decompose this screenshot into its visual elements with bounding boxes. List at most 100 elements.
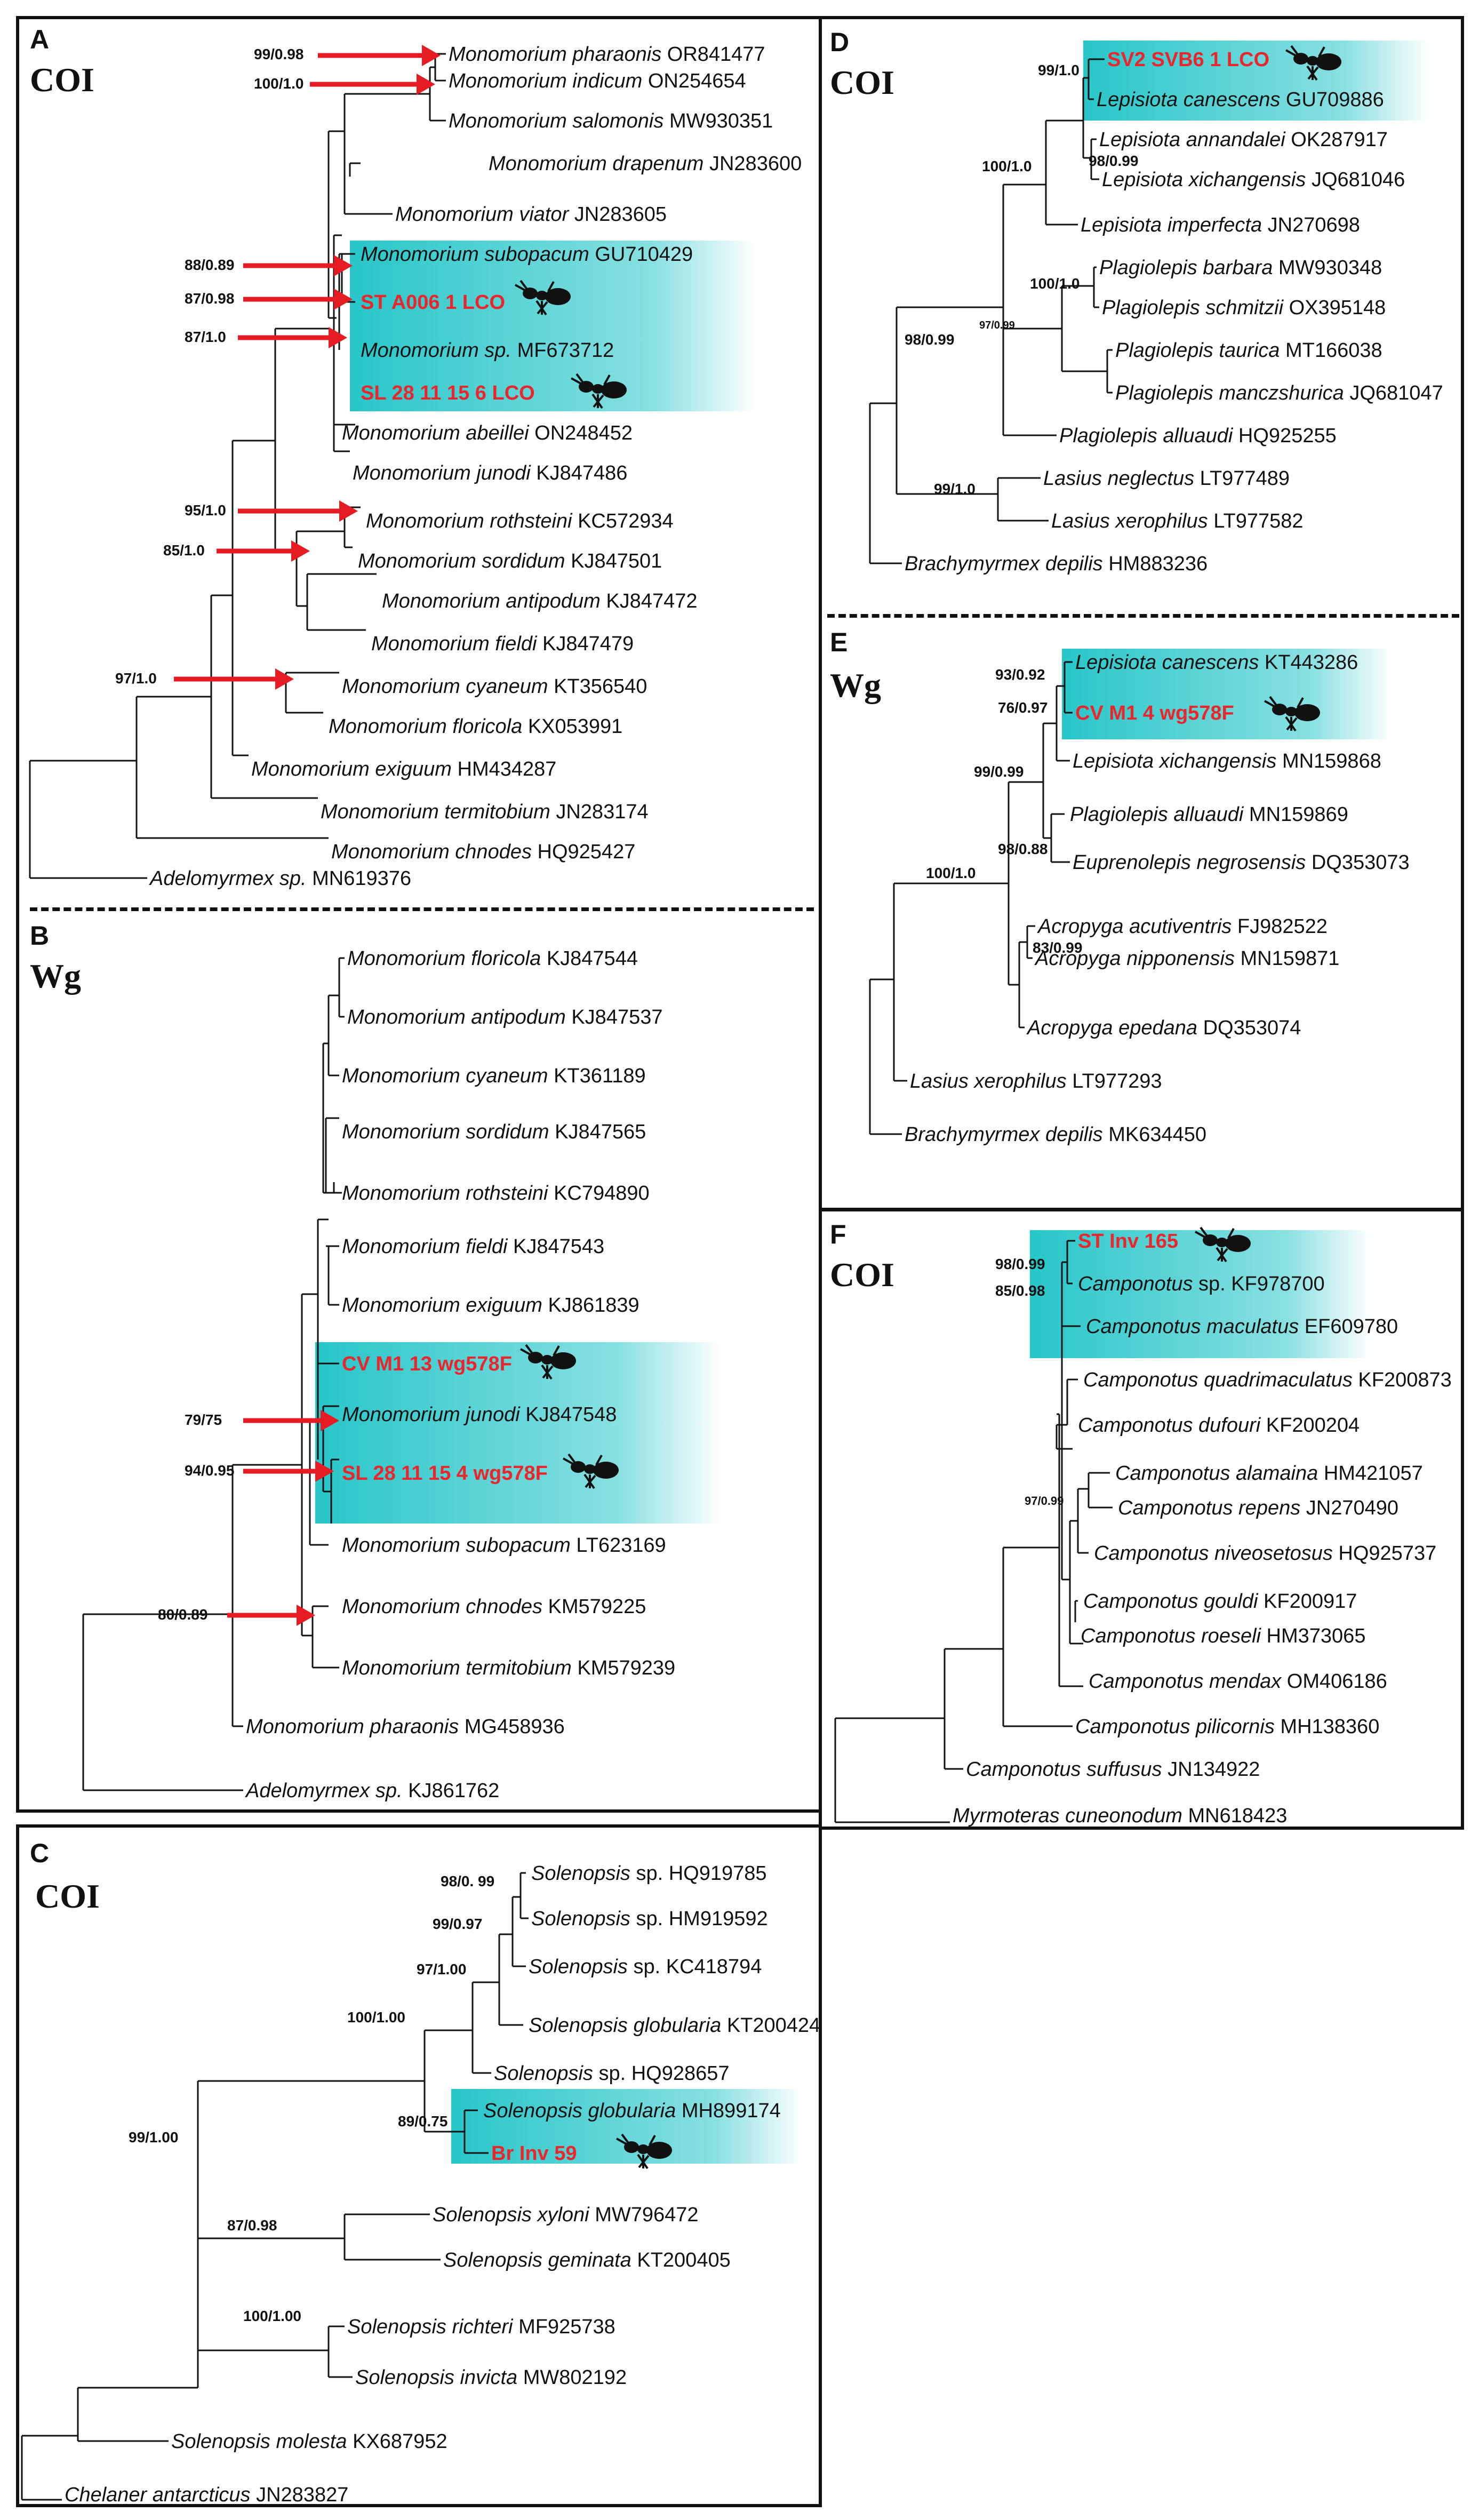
leaf-b-11: Monomorium subopacum LT623169 (342, 1534, 666, 1557)
panel-a-gene: COI (30, 61, 94, 99)
leaf-d-2: Lepisiota canescens GU709886 (1097, 89, 1384, 111)
panel-f-gene: COI (830, 1256, 894, 1294)
support-c-2: 99/0.97 (433, 1916, 482, 1932)
supports-c: 98/0. 99 99/0.97 97/1.00 100/1.00 89/0.7… (129, 1873, 494, 2324)
highlight-box-d (1083, 41, 1430, 121)
leaf-e-9: Lasius xerophilus LT977293 (910, 1070, 1162, 1092)
panel-d-gene: COI (830, 63, 894, 101)
leaf-c-10: Solenopsis richteri MF925738 (347, 2316, 615, 2338)
support-c-6: 87/0.98 (227, 2217, 277, 2234)
supports-e: 93/0.92 76/0.97 99/0.99 98/0.88 100/1.0 … (926, 666, 1082, 956)
supports-b: 79/75 94/0.95 80/0.89 (158, 1410, 339, 1626)
leaf-a-19: Monomorium termitobium JN283174 (321, 801, 649, 823)
divider-d-e (827, 614, 1459, 618)
leaf-a-8: Monomorium sp. MF673712 (361, 339, 614, 362)
leaf-a-14: Monomorium antipodum KJ847472 (382, 590, 697, 612)
support-a-8: 97/1.0 (115, 670, 157, 687)
leaf-a-10: Monomorium abeillei ON248452 (342, 422, 633, 444)
support-a-6: 95/1.0 (185, 502, 226, 519)
leaf-e-7: Acropyga nipponensis MN159871 (1034, 947, 1339, 970)
leaf-b-12: Monomorium chnodes KM579225 (342, 1596, 646, 1618)
leaf-c-1: Solenopsis sp. HQ919785 (531, 1862, 767, 1885)
support-f-3: 97/0.99 (1025, 1494, 1064, 1508)
branches-e (869, 661, 1073, 1135)
panel-a-b: A COI Monomorium pharaonis OR841477 (16, 16, 822, 1813)
support-e-3: 99/0.99 (974, 763, 1024, 780)
leaf-b-14: Monomorium pharaonis MG458936 (246, 1716, 565, 1738)
leaf-d-13: Brachymyrmex depilis HM883236 (905, 553, 1208, 575)
leaf-b-10-query: SL 28 11 15 4 wg578F (342, 1462, 548, 1485)
leaf-a-1: Monomorium pharaonis OR841477 (449, 43, 765, 66)
leaf-d-12: Lasius xerophilus LT977582 (1051, 510, 1304, 532)
leaf-e-5: Euprenolepis negrosensis DQ353073 (1073, 851, 1410, 874)
branches-f (834, 1240, 1113, 1823)
leaf-f-6: Camponotus alamaina HM421057 (1115, 1462, 1423, 1485)
leaf-labels-d: SV2 SVB6 1 LCO Lepisiota canescens GU709… (905, 49, 1443, 575)
support-a-7: 85/1.0 (163, 542, 205, 559)
leaf-b-5: Monomorium rothsteini KC794890 (342, 1182, 650, 1205)
leaf-a-2: Monomorium indicum ON254654 (449, 70, 746, 92)
leaf-d-5: Lepisiota imperfecta JN270698 (1081, 214, 1360, 236)
leaf-d-11: Lasius neglectus LT977489 (1043, 467, 1290, 490)
leaf-b-1: Monomorium floricola KJ847544 (347, 947, 638, 970)
leaf-e-2-query: CV M1 4 wg578F (1075, 702, 1234, 724)
leaf-b-7: Monomorium exiguum KJ861839 (342, 1294, 639, 1317)
leaf-labels-c: Solenopsis sp. HQ919785 Solenopsis sp. H… (65, 1862, 820, 2506)
leaf-e-8: Acropyga epedana DQ353074 (1026, 1017, 1301, 1039)
support-c-1: 98/0. 99 (441, 1873, 494, 1889)
panel-e-label: E (830, 627, 848, 657)
support-e-4: 98/0.88 (998, 841, 1048, 857)
leaf-f-12: Camponotus pilicornis MH138360 (1075, 1716, 1379, 1738)
highlight-box-e (1062, 649, 1393, 739)
leaf-d-9: Plagiolepis manczshurica JQ681047 (1115, 382, 1443, 404)
panel-d-label: D (830, 27, 849, 57)
leaf-c-2: Solenopsis sp. HM919592 (531, 1908, 768, 1930)
panel-f: F COI ST Inv 165 Camponotus sp. KF978700… (819, 1208, 1464, 1830)
support-d-2: 100/1.0 (982, 158, 1032, 174)
support-a-2: 100/1.0 (254, 75, 303, 92)
support-c-5: 89/0.75 (398, 2113, 447, 2130)
support-d-3: 98/0.99 (1089, 153, 1138, 169)
support-c-4: 100/1.00 (347, 2009, 405, 2025)
leaf-a-18: Monomorium exiguum HM434287 (251, 758, 556, 780)
panel-e-gene: Wg (830, 666, 881, 704)
leaf-c-11: Solenopsis invicta MW802192 (355, 2366, 627, 2389)
support-a-1: 99/0.98 (254, 46, 303, 62)
leaf-labels-a: Monomorium pharaonis OR841477 Monomorium… (149, 43, 802, 890)
leaf-d-10: Plagiolepis alluaudi HQ925255 (1059, 425, 1337, 447)
highlight-box-a (350, 241, 755, 411)
tree-d-e: D COI SV2 SVB6 1 LCO Lepisiota canescens… (830, 27, 1443, 1146)
leaf-f-3: Camponotus maculatus EF609780 (1086, 1315, 1398, 1338)
panel-d-e: D COI SV2 SVB6 1 LCO Lepisiota canescens… (819, 16, 1464, 1211)
support-f-2: 85/0.98 (995, 1282, 1045, 1299)
support-b-1: 79/75 (185, 1411, 222, 1428)
leaf-b-15: Adelomyrmex sp. KJ861762 (245, 1780, 499, 1802)
leaf-b-6: Monomorium fieldi KJ847543 (342, 1235, 604, 1258)
leaf-a-13: Monomorium sordidum KJ847501 (358, 550, 662, 572)
leaf-f-5: Camponotus dufouri KF200204 (1078, 1414, 1360, 1437)
leaf-b-4: Monomorium sordidum KJ847565 (342, 1121, 646, 1143)
support-d-1: 99/1.0 (1038, 62, 1080, 78)
leaf-c-12: Solenopsis molesta KX687952 (171, 2430, 447, 2453)
supports-f: 98/0.99 85/0.98 97/0.99 (995, 1256, 1064, 1508)
leaf-f-8: Camponotus niveosetosus HQ925737 (1094, 1542, 1436, 1565)
leaf-d-1-query: SV2 SVB6 1 LCO (1107, 49, 1269, 71)
leaf-labels-b: Monomorium floricola KJ847544 Monomorium… (245, 947, 675, 1802)
leaf-f-2: Camponotus sp. KF978700 (1078, 1273, 1325, 1295)
leaf-c-9: Solenopsis geminata KT200405 (443, 2249, 731, 2271)
leaf-a-17: Monomorium floricola KX053991 (329, 715, 622, 738)
panel-c-gene: COI (35, 1877, 100, 1915)
supports-a: 99/0.98 100/1.0 88/0.89 87/0.98 87/1.0 9… (115, 45, 441, 690)
leaf-a-11: Monomorium junodi KJ847486 (353, 462, 627, 484)
leaf-f-11: Camponotus mendax OM406186 (1089, 1670, 1387, 1693)
leaf-d-6: Plagiolepis barbara MW930348 (1099, 257, 1382, 279)
leaf-a-7-query: ST A006 1 LCO (361, 291, 505, 314)
leaf-b-3: Monomorium cyaneum KT361189 (342, 1065, 646, 1087)
support-a-3: 88/0.89 (185, 257, 234, 273)
leaf-f-7: Camponotus repens JN270490 (1118, 1497, 1398, 1519)
leaf-c-4: Solenopsis globularia KT200424 (529, 2014, 820, 2037)
leaf-e-6: Acropyga acutiventris FJ982522 (1037, 915, 1328, 938)
tree-f: F COI ST Inv 165 Camponotus sp. KF978700… (830, 1219, 1452, 1827)
support-e-1: 93/0.92 (995, 666, 1045, 683)
branches-d (869, 58, 1113, 564)
